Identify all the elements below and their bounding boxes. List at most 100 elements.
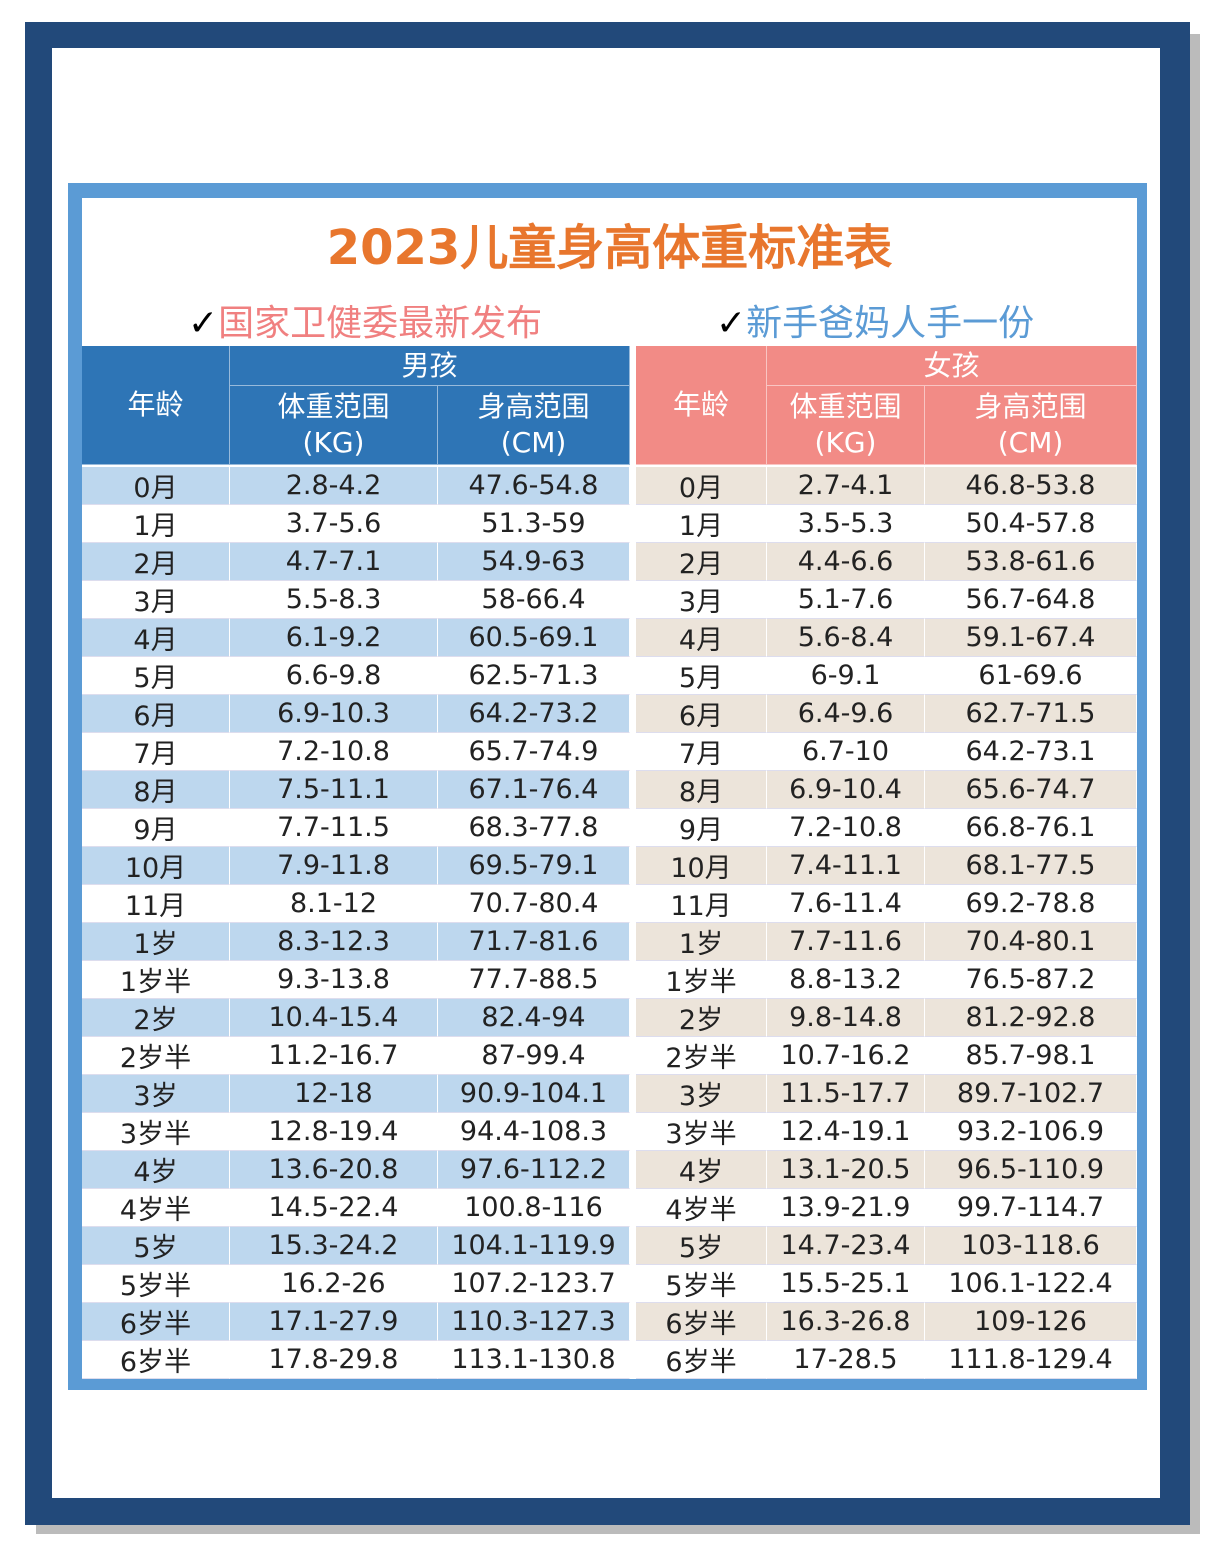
table-cell: 5岁 (82, 1227, 230, 1265)
table-cell: 6岁半 (82, 1303, 230, 1341)
table-cell: 4岁 (636, 1151, 767, 1189)
table-cell: 3岁 (636, 1075, 767, 1113)
table-cell: 16.2-26 (230, 1265, 438, 1303)
table-cell: 4岁半 (636, 1189, 767, 1227)
table-cell: 17-28.5 (767, 1341, 925, 1379)
table-cell: 3.5-5.3 (767, 505, 925, 543)
table-cell: 5月 (82, 657, 230, 695)
table-cell: 9月 (636, 809, 767, 847)
table-cell: 4岁半 (82, 1189, 230, 1227)
table-cell: 2岁 (636, 999, 767, 1037)
header-line: (KG) (302, 426, 365, 459)
table-cell: 6.4-9.6 (767, 695, 925, 733)
table-cell: 1月 (82, 505, 230, 543)
table-cell: 6月 (82, 695, 230, 733)
table-cell: 70.7-80.4 (438, 885, 630, 923)
table-cell: 7月 (636, 733, 767, 771)
table-cell: 51.3-59 (438, 505, 630, 543)
table-cell: 7月 (82, 733, 230, 771)
table-cell: 4.7-7.1 (230, 543, 438, 581)
table-cell: 3岁 (82, 1075, 230, 1113)
table-cell: 1岁 (636, 923, 767, 961)
header-line: (CM) (500, 426, 567, 459)
table-cell: 13.1-20.5 (767, 1151, 925, 1189)
header-height: 身高范围 (CM) (438, 386, 630, 465)
table-cell: 2.8-4.2 (230, 467, 438, 505)
table-cell: 94.4-108.3 (438, 1113, 630, 1151)
table-cell: 106.1-122.4 (925, 1265, 1137, 1303)
table-cell: 71.7-81.6 (438, 923, 630, 961)
table-cell: 10.4-15.4 (230, 999, 438, 1037)
table-cell: 99.7-114.7 (925, 1189, 1137, 1227)
table-cell: 8.1-12 (230, 885, 438, 923)
table-cell: 8月 (82, 771, 230, 809)
table-cell: 7.7-11.5 (230, 809, 438, 847)
table-cell: 14.5-22.4 (230, 1189, 438, 1227)
table-cell: 81.2-92.8 (925, 999, 1137, 1037)
header-line: 体重范围 (277, 390, 390, 423)
table-cell: 103-118.6 (925, 1227, 1137, 1265)
table-cell: 70.4-80.1 (925, 923, 1137, 961)
table-cell: 6.1-9.2 (230, 619, 438, 657)
table-cell: 11月 (636, 885, 767, 923)
table-cell: 0月 (636, 467, 767, 505)
table-cell: 3岁半 (636, 1113, 767, 1151)
table-cell: 110.3-127.3 (438, 1303, 630, 1341)
table-cell: 8.8-13.2 (767, 961, 925, 999)
table-cell: 5.1-7.6 (767, 581, 925, 619)
table-cell: 93.2-106.9 (925, 1113, 1137, 1151)
header-line: 身高范围 (477, 390, 590, 423)
header-age: 年龄 (636, 346, 767, 465)
table-cell: 5.6-8.4 (767, 619, 925, 657)
table-cell: 2.7-4.1 (767, 467, 925, 505)
table-cell: 60.5-69.1 (438, 619, 630, 657)
table-cell: 6.7-10 (767, 733, 925, 771)
table-cell: 3.7-5.6 (230, 505, 438, 543)
table-cell: 65.7-74.9 (438, 733, 630, 771)
table-cell: 7.6-11.4 (767, 885, 925, 923)
table-cell: 8.3-12.3 (230, 923, 438, 961)
table-cell: 7.5-11.1 (230, 771, 438, 809)
table-cell: 82.4-94 (438, 999, 630, 1037)
table-cell: 15.3-24.2 (230, 1227, 438, 1265)
table-cell: 1月 (636, 505, 767, 543)
table-cell: 107.2-123.7 (438, 1265, 630, 1303)
table-cell: 7.9-11.8 (230, 847, 438, 885)
table-cell: 76.5-87.2 (925, 961, 1137, 999)
table-cell: 15.5-25.1 (767, 1265, 925, 1303)
table-cell: 64.2-73.2 (438, 695, 630, 733)
table-cell: 62.5-71.3 (438, 657, 630, 695)
table-cell: 54.9-63 (438, 543, 630, 581)
table-cell: 68.1-77.5 (925, 847, 1137, 885)
table-cell: 5岁 (636, 1227, 767, 1265)
header-group: 男孩 (230, 346, 630, 386)
table-cell: 7.4-11.1 (767, 847, 925, 885)
table-cell: 58-66.4 (438, 581, 630, 619)
header-age: 年龄 (82, 346, 230, 465)
table-cell: 61-69.6 (925, 657, 1137, 695)
table-cell: 6.9-10.4 (767, 771, 925, 809)
header-height: 身高范围 (CM) (925, 386, 1137, 465)
table-cell: 12.4-19.1 (767, 1113, 925, 1151)
table-cell: 59.1-67.4 (925, 619, 1137, 657)
table-cell: 77.7-88.5 (438, 961, 630, 999)
table-cell: 9月 (82, 809, 230, 847)
header-line: 体重范围 (789, 390, 902, 423)
table-cell: 104.1-119.9 (438, 1227, 630, 1265)
table-cell: 11.2-16.7 (230, 1037, 438, 1075)
table-cell: 96.5-110.9 (925, 1151, 1137, 1189)
header-weight: 体重范围 (KG) (230, 386, 438, 465)
table-cell: 111.8-129.4 (925, 1341, 1137, 1379)
table-cell: 9.8-14.8 (767, 999, 925, 1037)
table-cell: 2月 (82, 543, 230, 581)
table-cell: 0月 (82, 467, 230, 505)
table-cell: 2岁 (82, 999, 230, 1037)
table-cell: 4月 (636, 619, 767, 657)
table-cell: 53.8-61.6 (925, 543, 1137, 581)
table-cell: 68.3-77.8 (438, 809, 630, 847)
table-cell: 2岁半 (636, 1037, 767, 1075)
table-cell: 6岁半 (636, 1303, 767, 1341)
table-cell: 6.9-10.3 (230, 695, 438, 733)
table-cell: 14.7-23.4 (767, 1227, 925, 1265)
table-cell: 3月 (636, 581, 767, 619)
